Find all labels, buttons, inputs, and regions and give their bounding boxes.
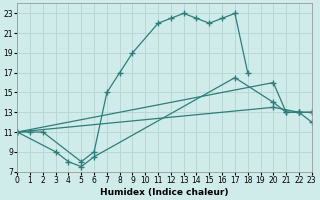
X-axis label: Humidex (Indice chaleur): Humidex (Indice chaleur) [100, 188, 229, 197]
